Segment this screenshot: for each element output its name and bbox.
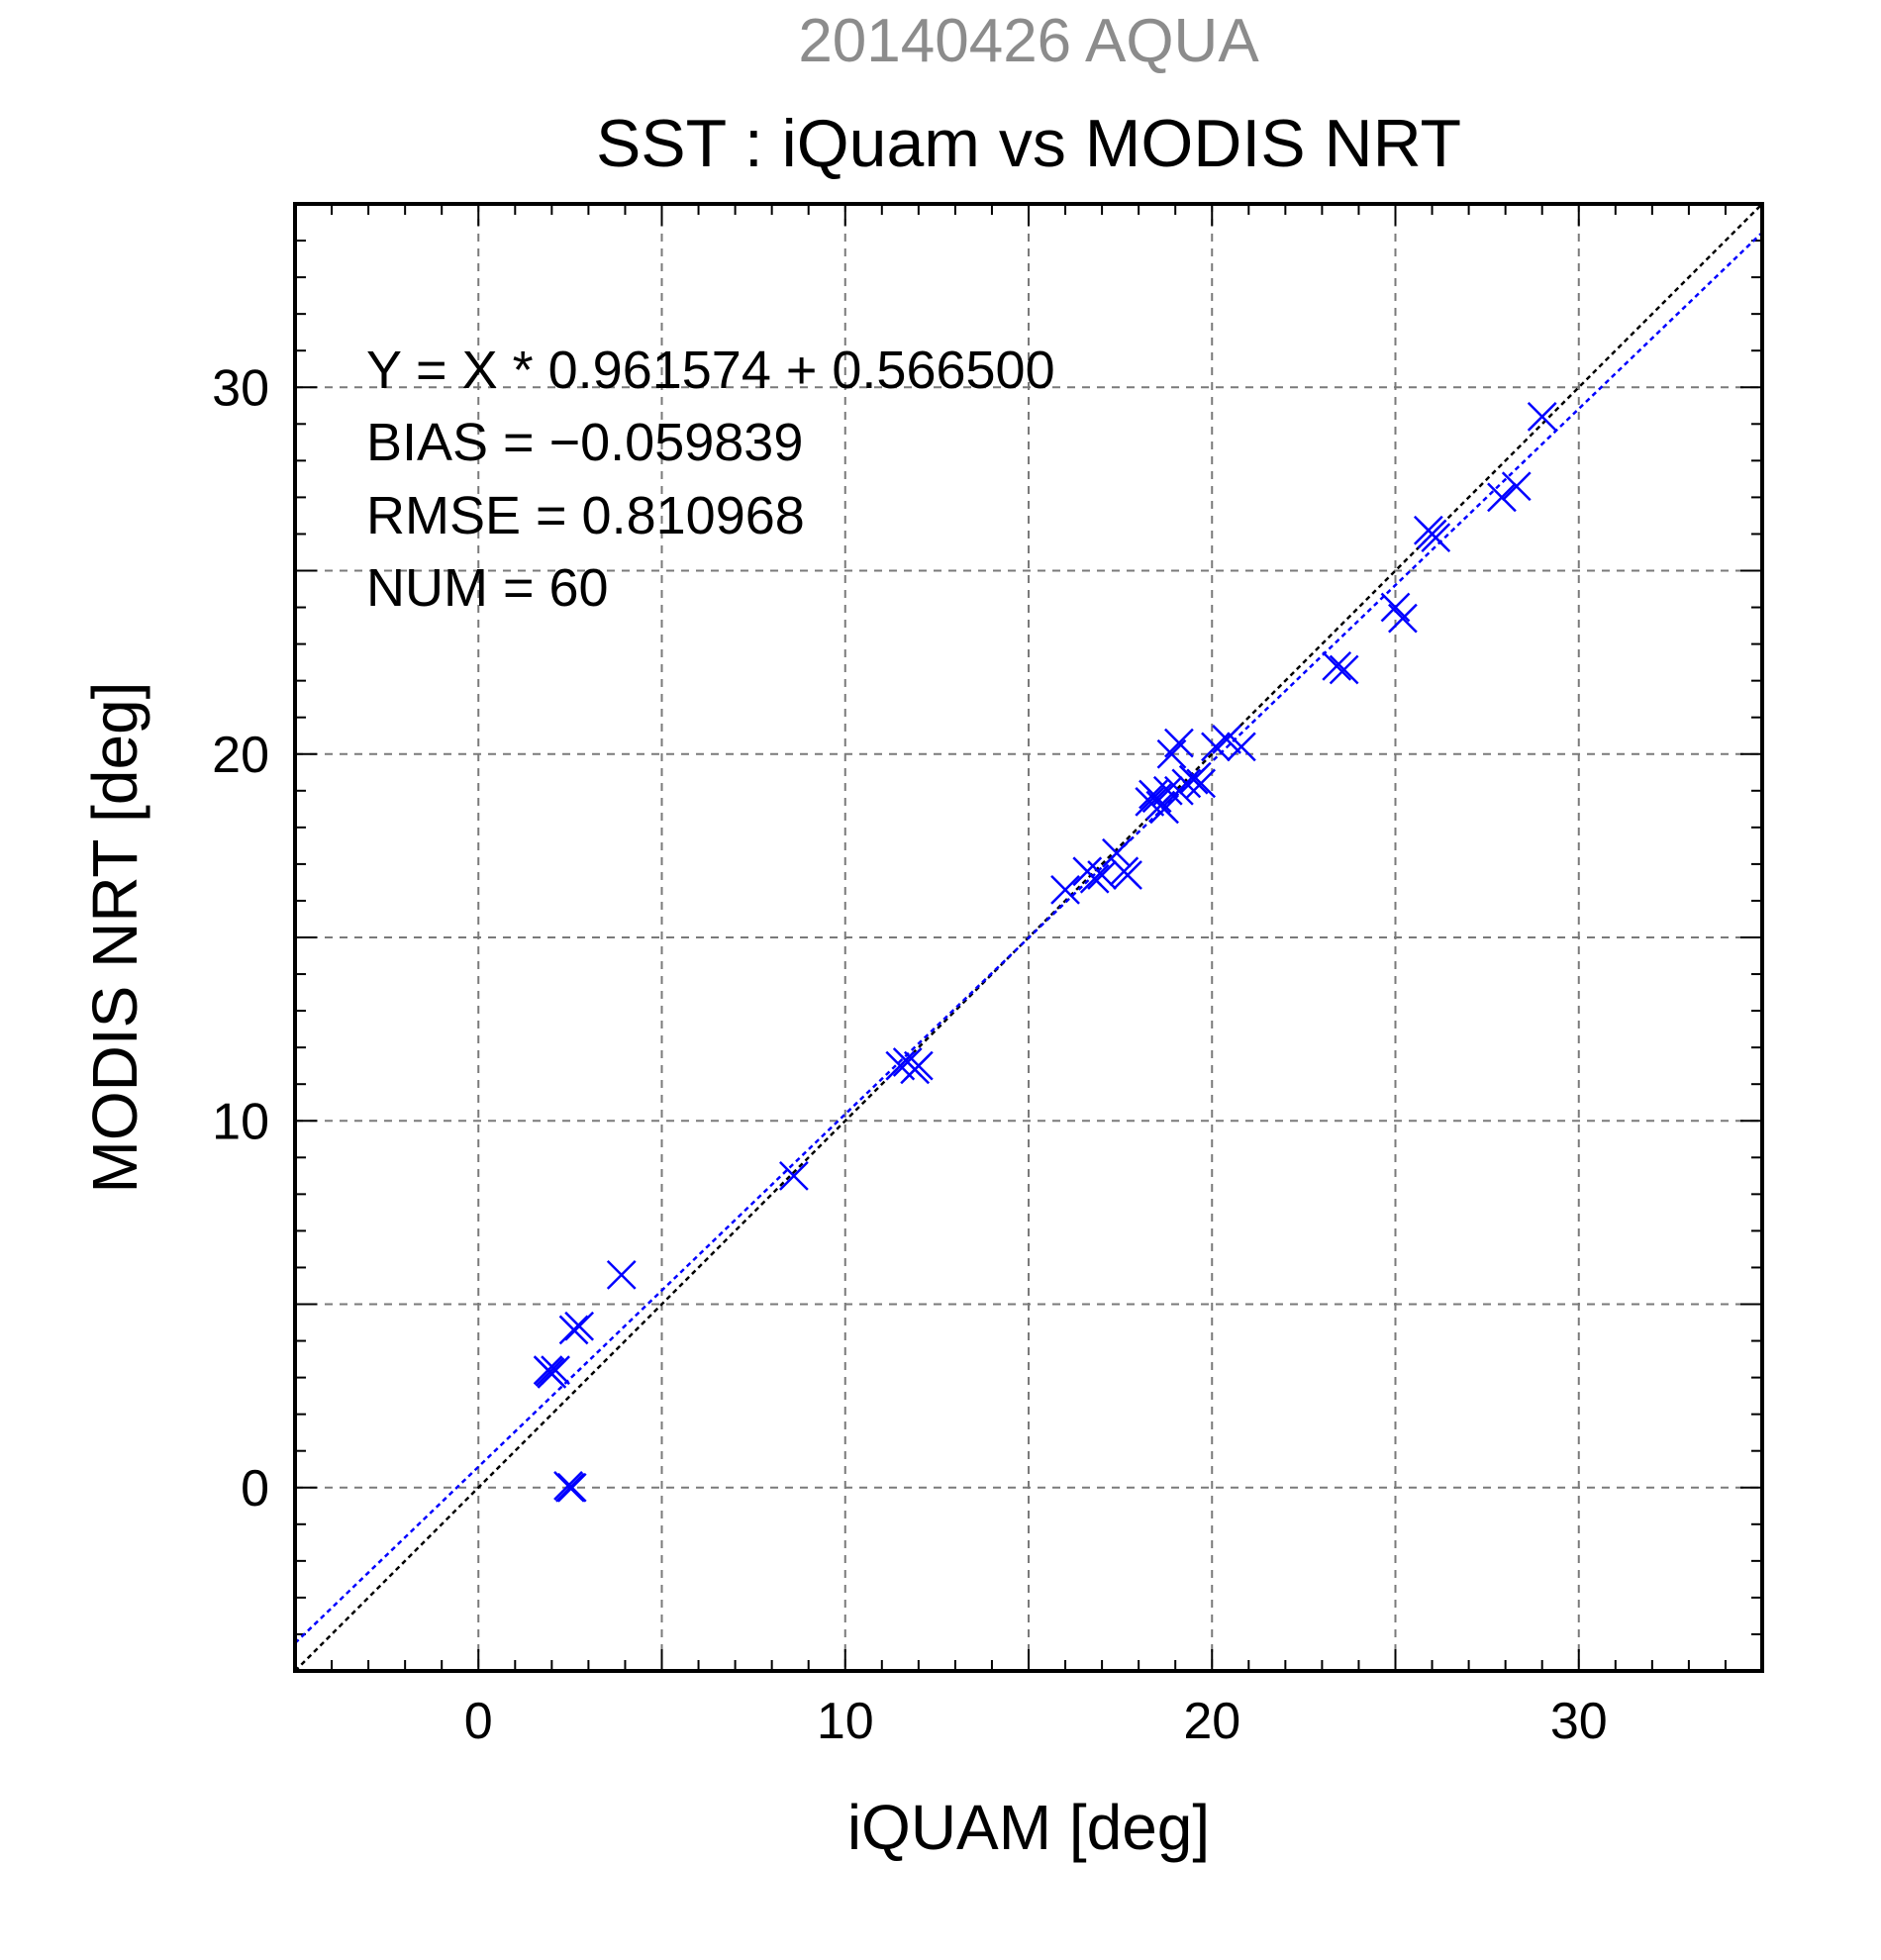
data-point — [606, 1259, 637, 1290]
data-point — [1152, 775, 1183, 806]
data-point — [1212, 725, 1241, 754]
grid — [295, 204, 1762, 1671]
plot-frame — [293, 202, 1764, 1673]
data-point — [1171, 768, 1202, 799]
bias-text: BIAS = −0.059839 — [366, 413, 803, 472]
data-point — [1227, 732, 1256, 762]
data-point — [1501, 471, 1532, 502]
data-point — [564, 1311, 595, 1341]
x-axis-label: iQUAM [deg] — [847, 1792, 1210, 1863]
data-point — [1149, 794, 1179, 825]
num-text: NUM = 60 — [366, 558, 609, 618]
data-point — [778, 1160, 809, 1191]
regression-line — [294, 231, 1763, 1644]
tick-labels: 0 10 20 30 0 10 20 30 — [212, 359, 1608, 1750]
data-point — [535, 1357, 565, 1387]
y-tick-label: 0 — [241, 1460, 269, 1518]
rmse-text: RMSE = 0.810968 — [366, 486, 805, 545]
chart-title: SST : iQuam vs MODIS NRT — [596, 106, 1461, 181]
data-point — [1527, 402, 1557, 432]
x-tick-label: 30 — [1550, 1693, 1608, 1750]
data-point — [1050, 874, 1080, 905]
data-point — [1186, 768, 1217, 799]
y-tick-label: 30 — [212, 359, 269, 417]
data-point — [541, 1355, 570, 1386]
x-tick-label: 20 — [1183, 1693, 1240, 1750]
data-point — [1079, 863, 1110, 894]
data-point — [1322, 650, 1352, 681]
data-points — [533, 402, 1557, 1503]
data-point — [1421, 523, 1451, 553]
data-point — [553, 1471, 583, 1501]
data-point — [903, 1050, 934, 1081]
data-point — [1135, 787, 1165, 817]
date-label: 20140426 AQUA — [798, 7, 1259, 75]
data-point — [1487, 482, 1517, 513]
data-point — [1329, 654, 1359, 685]
data-point — [558, 1315, 589, 1345]
data-point — [1388, 603, 1418, 634]
x-tick-label: 10 — [817, 1693, 874, 1750]
data-point — [1178, 764, 1209, 795]
y-tick-label: 20 — [212, 727, 269, 784]
y-tick-label: 10 — [212, 1093, 269, 1150]
data-point — [1113, 860, 1142, 890]
x-tick-label: 0 — [464, 1693, 493, 1750]
y-axis-label: MODIS NRT [deg] — [79, 682, 150, 1194]
data-point — [556, 1472, 587, 1503]
reference-lines — [294, 203, 1763, 1672]
regression-equation: Y = X * 0.961574 + 0.566500 — [366, 341, 1055, 400]
data-point — [1102, 837, 1132, 868]
data-point — [1164, 728, 1194, 758]
